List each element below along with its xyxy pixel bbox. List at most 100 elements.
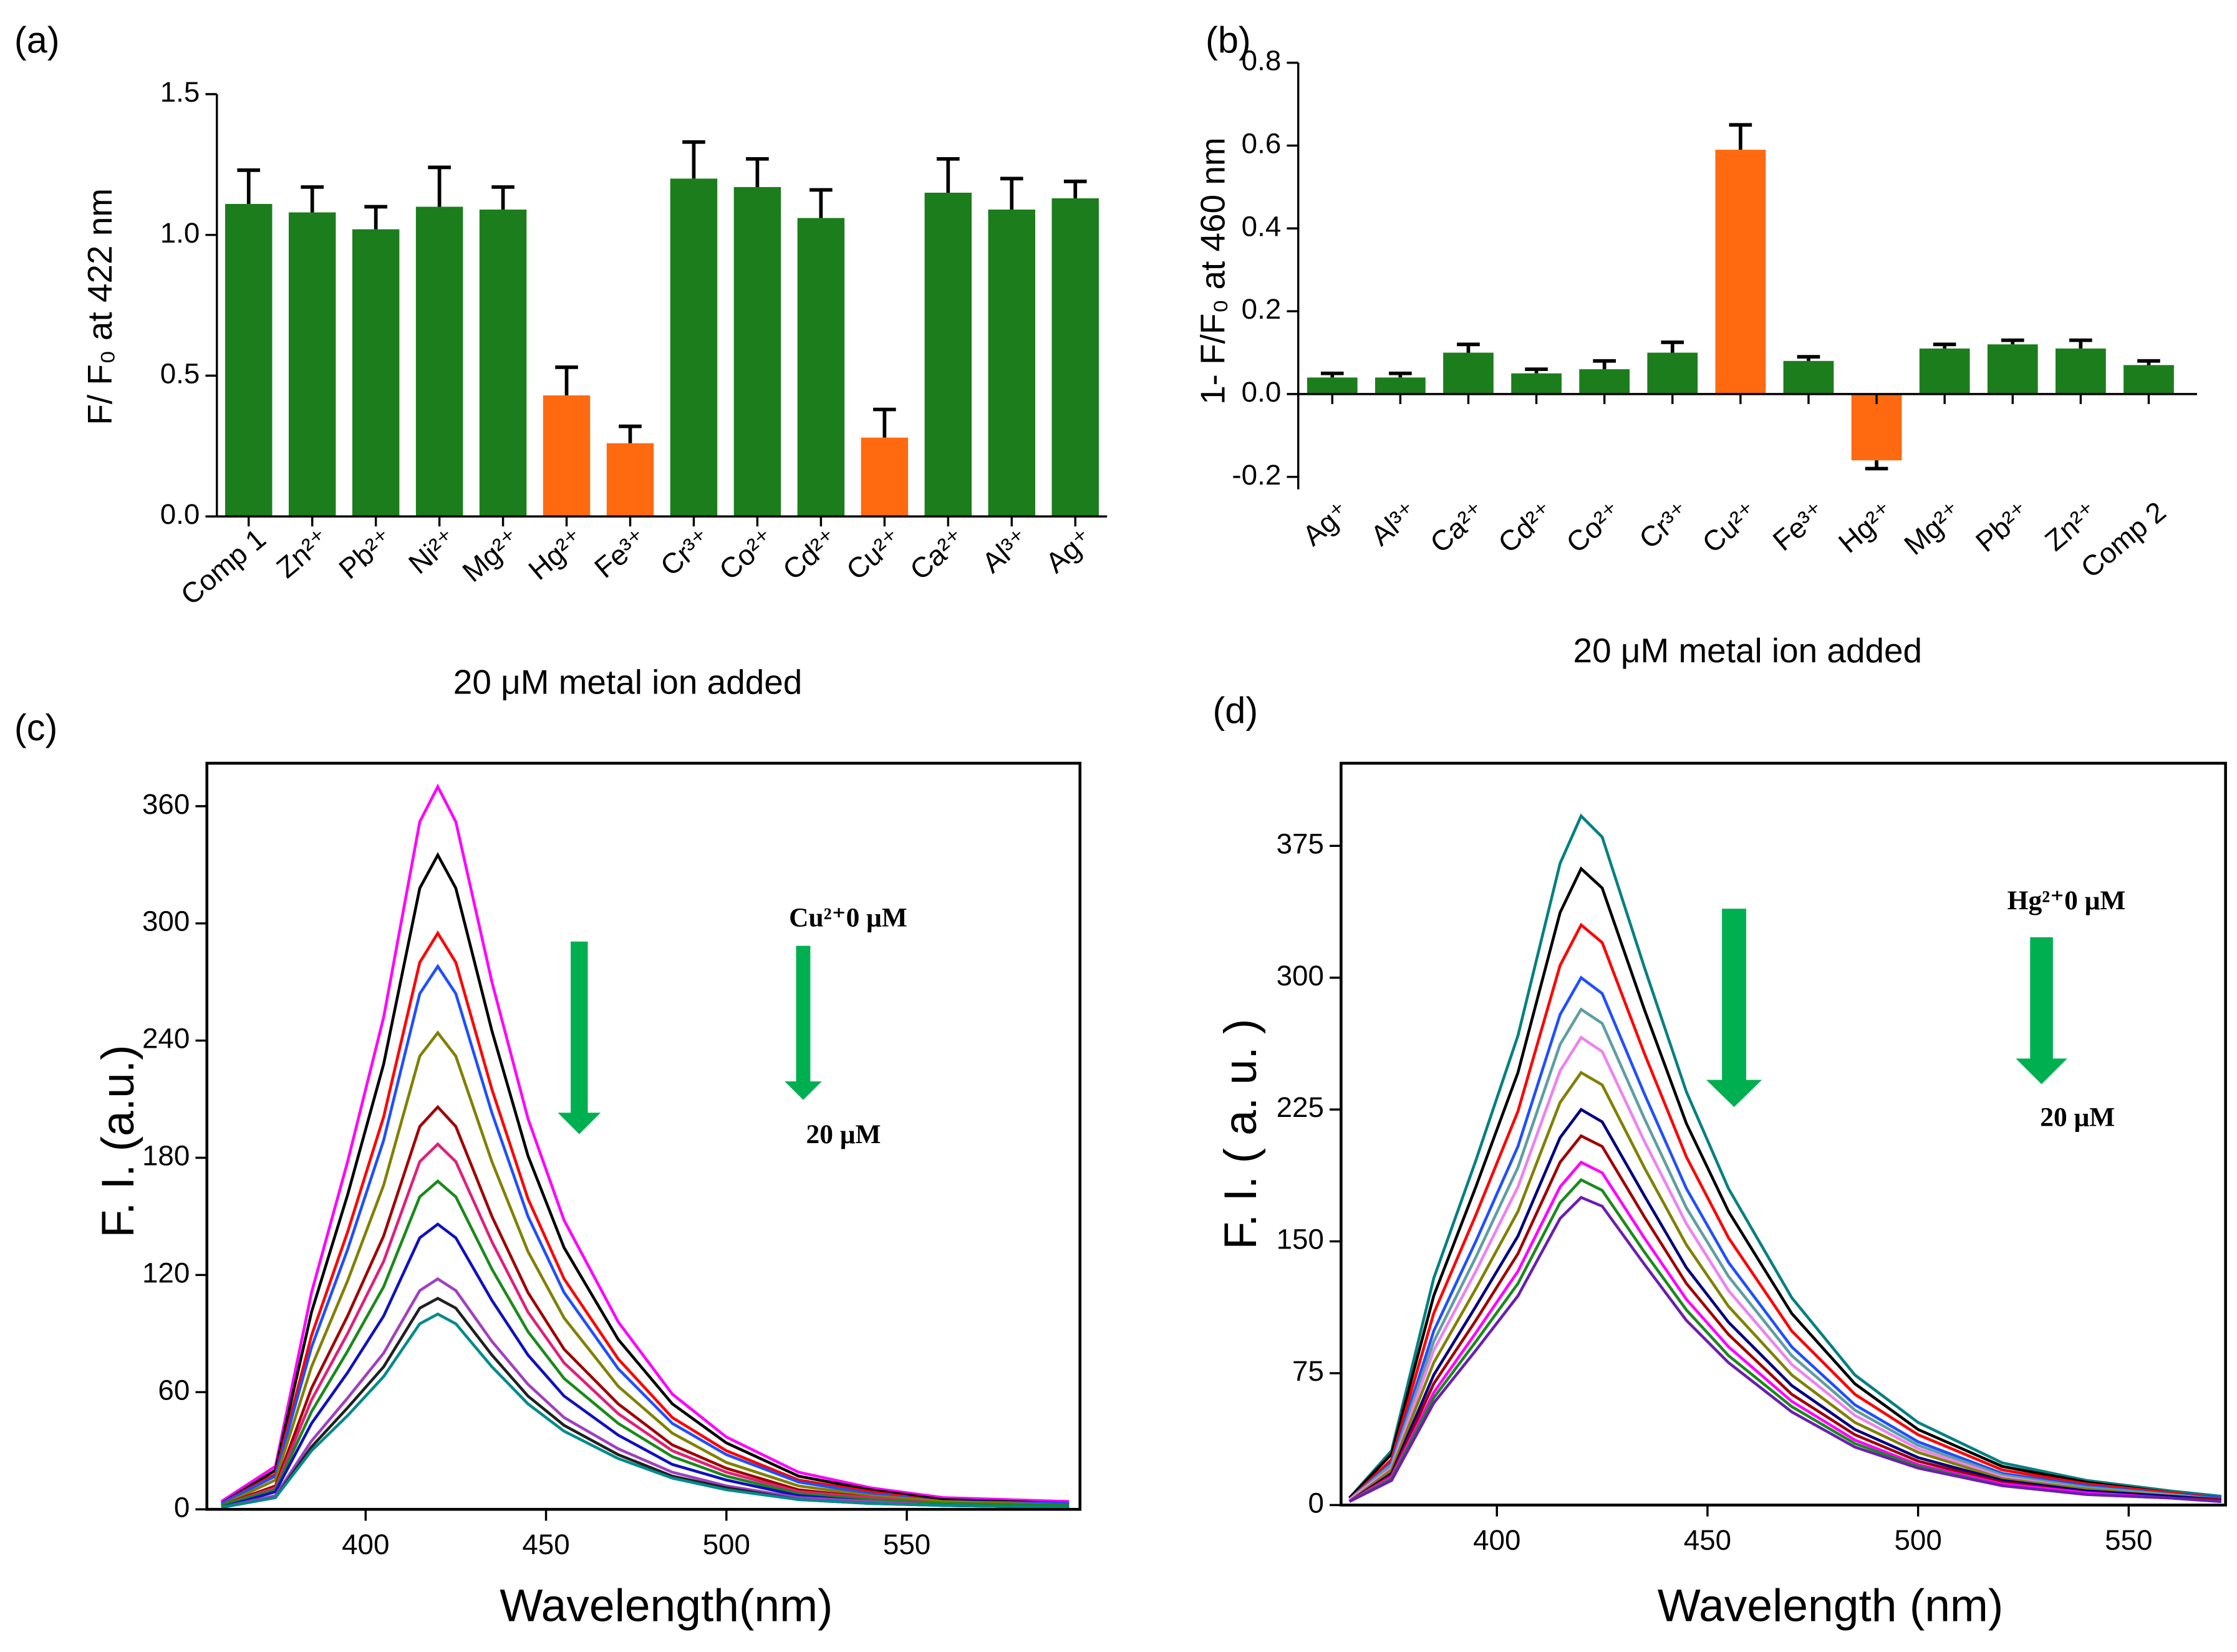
x-tick-label: 400 [1473, 1524, 1520, 1556]
bar [733, 186, 781, 517]
bar [543, 395, 591, 517]
x-tick-label: Al³⁺ [976, 523, 1035, 579]
bar [1579, 369, 1630, 394]
spectrum-line [1348, 1007, 2222, 1502]
x-tick-label: 450 [522, 1529, 569, 1560]
y-tick-label: 300 [142, 906, 190, 937]
x-tick-label: Comp 1 [175, 523, 272, 611]
panel-label: (b) [1205, 19, 1251, 60]
y-tick-label: 120 [142, 1257, 190, 1288]
arrows [558, 909, 2067, 1134]
x-tick-label: Ag⁺ [1040, 523, 1098, 579]
x-tick-label: Cr³⁺ [1633, 496, 1696, 555]
x-tick-label: 500 [1894, 1524, 1941, 1556]
x-tick-label: Cd²⁺ [777, 523, 844, 586]
x-tick-label: Zn²⁺ [271, 523, 336, 584]
x-tick-label: Mg²⁺ [1898, 496, 1968, 561]
annotation: 20 μM [806, 1119, 881, 1149]
y-tick-label: 0 [1308, 1487, 1323, 1519]
x-tick-label: Ni²⁺ [403, 523, 463, 580]
arrow [2016, 937, 2067, 1084]
x-tick-label: Fe³⁺ [589, 523, 654, 584]
x-axis-title: Wavelength (nm) [1658, 1580, 2004, 1631]
x-tick-label: 400 [342, 1529, 389, 1560]
y-tick-label: 1.0 [160, 217, 200, 249]
x-tick-label: Pb²⁺ [1970, 496, 2036, 558]
y-tick-label: 0.0 [1242, 376, 1282, 408]
x-tick-label: 550 [2105, 1524, 2152, 1556]
spectrum-line [220, 930, 1070, 1505]
x-tick-label: Ca²⁺ [1424, 496, 1492, 559]
panel-label: (d) [1212, 689, 1258, 731]
x-tick-label: Co²⁺ [1560, 496, 1628, 559]
spectrum-line [221, 1179, 1070, 1507]
x-tick-label: Cd²⁺ [1492, 496, 1560, 559]
y-tick-label: -0.2 [1232, 459, 1281, 491]
x-tick-label: Mg²⁺ [457, 523, 526, 588]
bar [288, 212, 336, 517]
spectrum-line [221, 1104, 1070, 1507]
spectrum-line [1348, 1160, 2222, 1504]
spectrum-line [1348, 1070, 2222, 1503]
y-tick-label: 240 [142, 1023, 190, 1055]
bar [606, 443, 654, 517]
x-tick-label: Al³⁺ [1365, 496, 1423, 553]
bar [1375, 377, 1426, 394]
bar [861, 437, 909, 517]
spectrum-line [220, 852, 1070, 1505]
bar [479, 210, 527, 517]
bar [988, 210, 1035, 517]
y-tick-label: 0.5 [160, 357, 200, 389]
y-axis-title: F/ F₀ at 422 nm [80, 188, 119, 425]
bar [1307, 377, 1358, 394]
arrow [558, 941, 601, 1134]
spectrum-line [1348, 922, 2222, 1501]
y-tick-label: 300 [1277, 960, 1324, 992]
bar [1443, 352, 1494, 394]
bar [1715, 150, 1766, 394]
x-tick-label: Ag⁺ [1297, 496, 1355, 553]
panel-label: (a) [14, 19, 60, 60]
bar [415, 206, 463, 517]
x-tick-label: 450 [1684, 1524, 1731, 1556]
spectrum-line [221, 1312, 1070, 1509]
y-axis-title: 1- F/F₀ at 460 nm [1194, 137, 1232, 405]
x-tick-label: Ca²⁺ [904, 523, 972, 586]
bar [2123, 365, 2174, 394]
y-tick-label: 0.6 [1242, 128, 1282, 160]
y-tick-label: 0 [174, 1491, 190, 1523]
x-tick-label: Co²⁺ [713, 523, 781, 586]
x-tick-label: Pb²⁺ [333, 523, 399, 585]
spectrum-line [1348, 975, 2222, 1501]
spectrum-line [220, 964, 1070, 1505]
x-tick-label: Cu²⁺ [841, 523, 908, 586]
y-tick-label: 180 [142, 1140, 190, 1172]
y-tick-label: 60 [158, 1374, 190, 1406]
x-tick-label: Fe³⁺ [1767, 496, 1832, 558]
annotation: Cu²⁺0 μM [789, 902, 907, 932]
bar [225, 204, 273, 517]
spectrum-line [1348, 1108, 2222, 1503]
x-tick-label: 550 [883, 1529, 930, 1560]
spectrum-line [220, 783, 1070, 1504]
x-tick-label: Hg²⁺ [1832, 496, 1900, 559]
y-tick-label: 375 [1277, 828, 1324, 859]
spectrum-line [1348, 1035, 2222, 1502]
bar [1783, 360, 1834, 394]
y-tick-label: 1.5 [160, 76, 200, 108]
spectrum-line [1348, 866, 2222, 1500]
spectrum-line [221, 1222, 1070, 1509]
bar [1051, 198, 1099, 517]
y-axis-title: F. I. ( a. u. ) [1215, 1019, 1266, 1250]
spectrum-line [221, 1277, 1070, 1509]
bar [2056, 348, 2106, 394]
spectrum-line [1348, 813, 2222, 1499]
y-tick-label: 0.4 [1242, 210, 1282, 242]
plot-frame [1340, 761, 2227, 1507]
arrow [785, 945, 822, 1100]
bar [1987, 344, 2038, 394]
spectrum-line [1348, 1134, 2221, 1503]
bar [1851, 394, 1902, 461]
